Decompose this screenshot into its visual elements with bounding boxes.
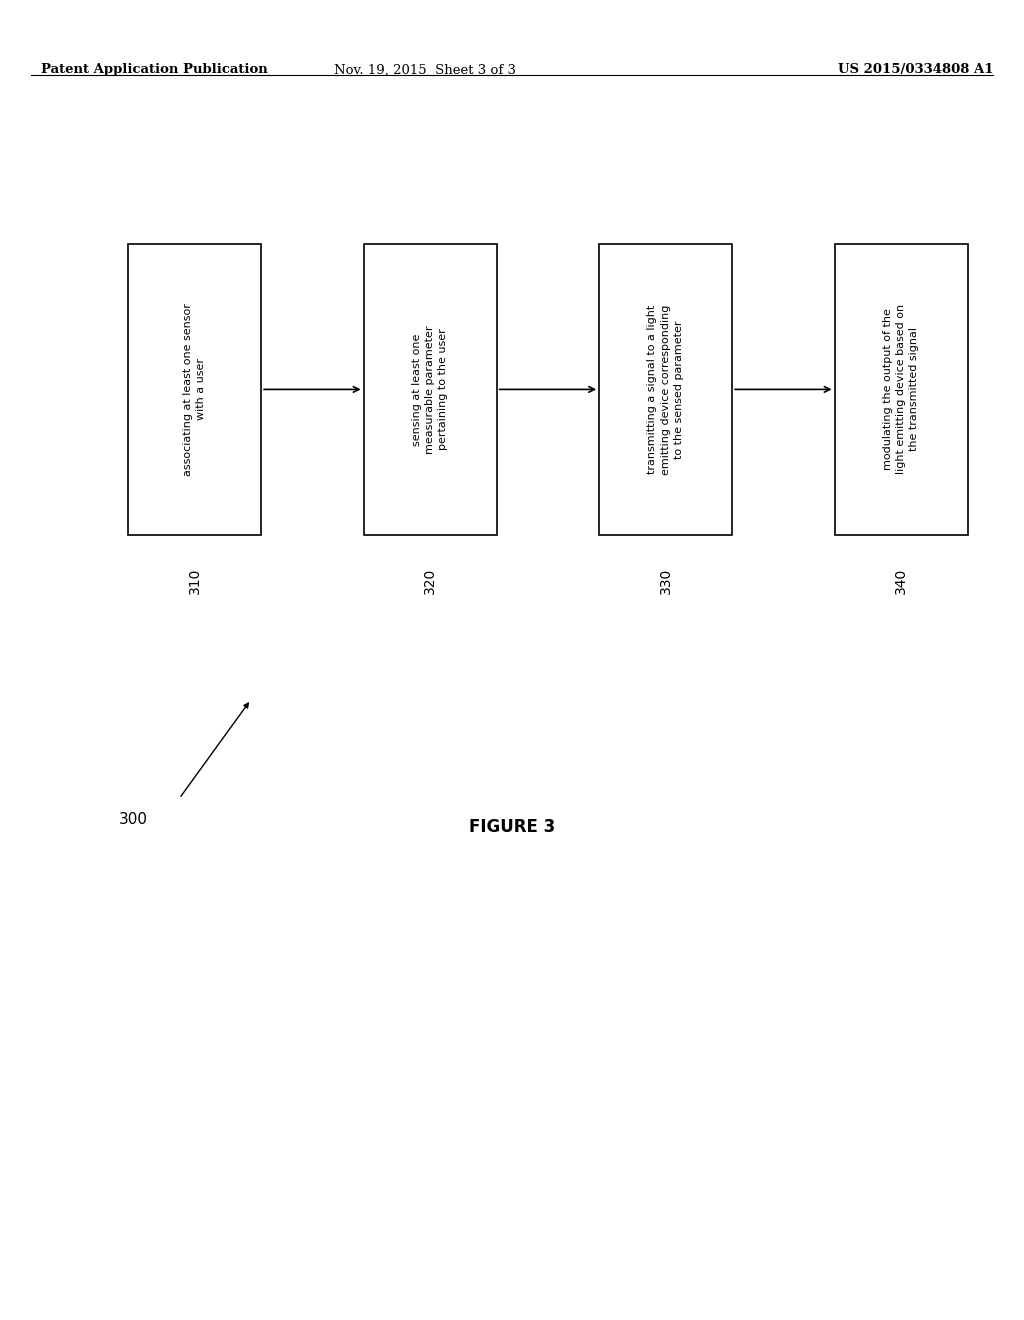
- Text: 340: 340: [894, 568, 908, 594]
- Text: 320: 320: [423, 568, 437, 594]
- Bar: [835, 244, 968, 535]
- Text: Nov. 19, 2015  Sheet 3 of 3: Nov. 19, 2015 Sheet 3 of 3: [334, 63, 516, 77]
- Text: transmitting a signal to a light
emitting device corresponding
to the sensed par: transmitting a signal to a light emittin…: [647, 304, 684, 475]
- Text: FIGURE 3: FIGURE 3: [469, 818, 555, 837]
- Bar: [128, 244, 261, 535]
- Text: modulating the output of the
light emitting device based on
the transmitted sign: modulating the output of the light emitt…: [883, 305, 920, 474]
- Text: US 2015/0334808 A1: US 2015/0334808 A1: [838, 63, 993, 77]
- Text: sensing at least one
measurable parameter
pertaining to the user: sensing at least one measurable paramete…: [412, 325, 449, 454]
- Text: Patent Application Publication: Patent Application Publication: [41, 63, 267, 77]
- Bar: [599, 244, 732, 535]
- Text: 330: 330: [658, 568, 673, 594]
- Text: 300: 300: [119, 812, 147, 826]
- Text: 310: 310: [187, 568, 202, 594]
- Text: associating at least one sensor
with a user: associating at least one sensor with a u…: [183, 304, 206, 475]
- Bar: [364, 244, 497, 535]
